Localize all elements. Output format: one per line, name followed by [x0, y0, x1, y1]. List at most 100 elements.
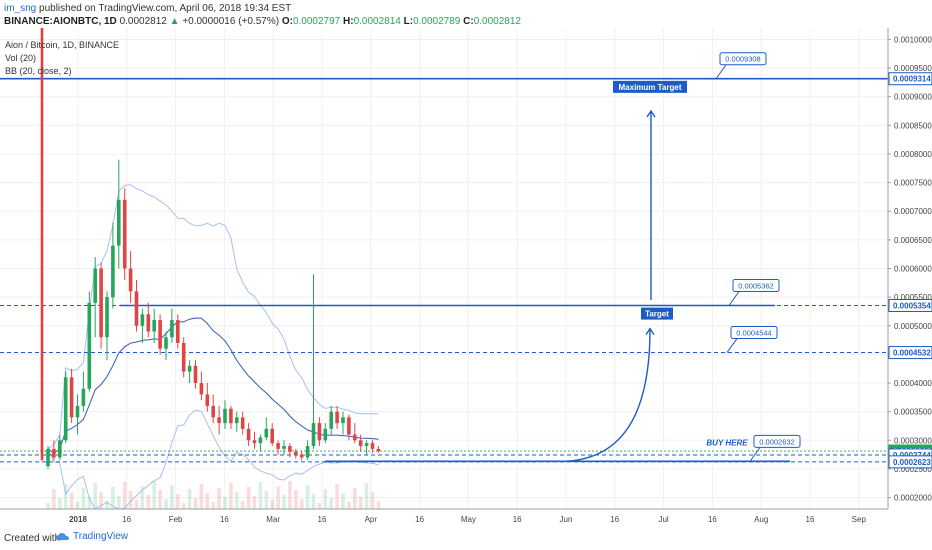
candle-body — [63, 377, 68, 441]
footer: Created with TradingView — [0, 528, 932, 550]
candle-body — [181, 342, 186, 372]
bb-basis-line — [47, 317, 379, 454]
candle-body — [152, 320, 156, 332]
price-tick-label: 0.0002000 — [894, 494, 932, 503]
callout-label: 0.0005362 — [738, 281, 773, 290]
price-tick-label: 0.0008500 — [894, 121, 932, 130]
volume-bar — [235, 492, 239, 509]
candle-body — [264, 428, 269, 438]
price-chart[interactable]: Maximum Target Target BUY HERE 0.0009308 0.0… — [0, 28, 932, 528]
callout-label: 0.0004544 — [736, 329, 771, 338]
candle-body — [252, 440, 257, 444]
time-tick-label: 16 — [806, 515, 815, 524]
volume-bar — [193, 498, 198, 509]
volume-bar — [353, 488, 357, 509]
bb-upper-line — [47, 184, 379, 450]
time-tick-label: 16 — [610, 515, 619, 524]
time-tick-label: 16 — [708, 515, 717, 524]
candle-body — [111, 245, 115, 298]
volume-bar — [134, 500, 139, 509]
candle-body — [341, 417, 345, 424]
callout-box — [730, 326, 778, 340]
low-label: L: — [403, 16, 414, 27]
chart-grid — [0, 28, 888, 509]
candle-body — [69, 377, 74, 418]
candle-body — [170, 320, 174, 338]
price-axis[interactable]: 0.0002000 0.0002500 0.0003000 0.0003500 0.00… — [887, 28, 932, 509]
volume-bar — [376, 501, 381, 509]
price-badge — [888, 72, 932, 86]
annotation-label-bg — [613, 80, 687, 93]
curve-arrow-line — [559, 328, 651, 463]
callout-box — [732, 278, 780, 292]
price-tick-label: 0.0008000 — [894, 150, 932, 159]
candle-body — [294, 451, 298, 455]
volume-bar — [305, 485, 310, 509]
volume-bar — [335, 484, 339, 509]
volume-bar — [146, 495, 151, 509]
candle-body — [46, 448, 50, 467]
candle-body — [358, 440, 363, 447]
volume-bar — [282, 495, 286, 509]
low-value: 0.0002789 — [413, 16, 461, 27]
candle-body — [217, 417, 221, 424]
candle-body — [58, 440, 62, 458]
volume-bar — [81, 488, 86, 509]
volume-bar — [46, 503, 50, 509]
price-tick-label: 0.0009000 — [894, 93, 932, 102]
candle-body — [75, 405, 80, 418]
tradingview-brand: TradingView — [73, 531, 129, 542]
candle-body — [93, 268, 97, 303]
volume-bar — [164, 499, 168, 509]
time-tick-label: May — [461, 515, 476, 524]
price-badge-label: 0.0009314 — [893, 75, 931, 84]
candle-body — [158, 320, 162, 349]
author-link[interactable]: im_sng — [4, 3, 37, 14]
time-axis[interactable]: 2018 16 Feb 16 Mar 16 Apr 16 May 16 Jun 16 Jul 16 Aug 1… — [0, 508, 888, 524]
price-tick-label: 0.0002500 — [894, 465, 932, 474]
time-tick-label: Feb — [169, 515, 183, 524]
price-change: +0.0000016 (+0.57%) — [182, 16, 280, 27]
time-tick-label: 2018 — [69, 515, 87, 524]
time-tick-label: 16 — [122, 515, 131, 524]
candle-body — [223, 408, 227, 424]
time-tick-label: Jul — [658, 515, 668, 524]
price-tick-label: 0.0006000 — [894, 265, 932, 274]
candle-body — [117, 199, 121, 246]
candle-body — [146, 314, 151, 332]
time-tick-label: 16 — [220, 515, 229, 524]
candle-body — [134, 291, 139, 326]
volume-bar — [258, 482, 263, 509]
volume-bar — [140, 486, 145, 509]
symbol-label: BINANCE:AIONBTC, 1D — [4, 16, 117, 27]
tradingview-logo[interactable]: TradingView — [56, 531, 128, 542]
price-badge-label: 0.0005354 — [893, 301, 931, 310]
volume-bar — [205, 493, 210, 509]
candle-body — [282, 446, 286, 449]
time-tick-label: 16 — [415, 515, 424, 524]
price-tick-label: 0.0005500 — [894, 293, 932, 302]
candle-body — [128, 268, 133, 292]
candle-body — [99, 268, 103, 338]
horizontal-levels — [0, 77, 888, 463]
candle-body — [376, 448, 381, 452]
close-label: C: — [463, 16, 474, 27]
chart-header: im_sng published on TradingView.com, Apr… — [0, 0, 932, 28]
candle-body — [370, 443, 375, 449]
price-badge-label: 0.0002623 — [893, 458, 931, 467]
volume-bar — [264, 491, 269, 509]
volume-bar — [299, 499, 304, 509]
ohlc-info: BINANCE:AIONBTC, 1D 0.0002812 ▲ +0.00000… — [4, 16, 521, 27]
legend-bb: BB (20, close, 2) — [5, 66, 72, 76]
candle-body — [164, 337, 168, 349]
candle-body — [305, 446, 310, 458]
volume-bar — [223, 497, 227, 509]
volume-bar — [211, 502, 215, 509]
volume-bars — [46, 481, 381, 509]
volume-bar — [252, 496, 257, 509]
publish-info: im_sng published on TradingView.com, Apr… — [4, 3, 291, 14]
volume-bar — [288, 481, 292, 509]
volume-bar — [276, 486, 280, 509]
legend-volume: Vol (20) — [5, 53, 36, 63]
volume-bar — [105, 501, 109, 509]
